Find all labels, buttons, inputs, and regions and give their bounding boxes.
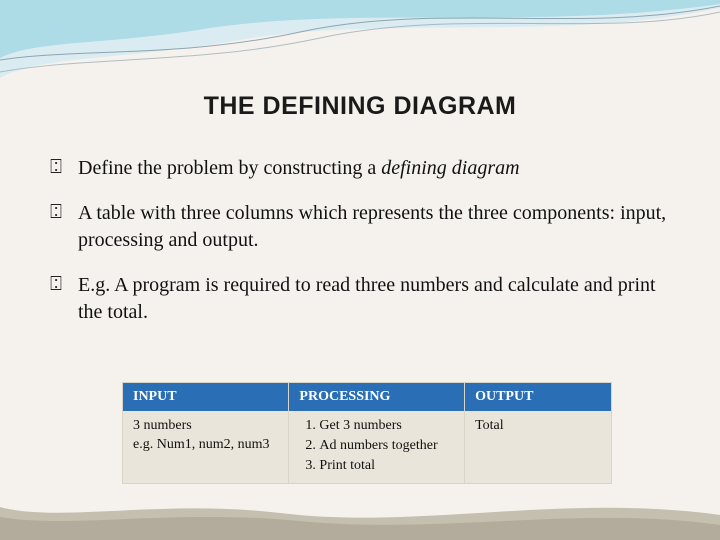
decorative-wave-bottom <box>0 485 720 540</box>
table-header-input: INPUT <box>123 383 289 411</box>
cell-processing: Get 3 numbers Ad numbers together Print … <box>289 411 465 483</box>
cell-input: 3 numbers e.g. Num1, num2, num3 <box>123 411 289 483</box>
decorative-wave-top <box>0 0 720 90</box>
bullet-icon: ⍠ <box>50 200 78 254</box>
body-content: ⍠ Define the problem by constructing a d… <box>50 155 670 344</box>
table: INPUT PROCESSING OUTPUT 3 numbers e.g. N… <box>123 383 611 483</box>
defining-diagram-table: INPUT PROCESSING OUTPUT 3 numbers e.g. N… <box>122 382 612 484</box>
bullet-text: E.g. A program is required to read three… <box>78 272 670 326</box>
table-header-output: OUTPUT <box>465 383 611 411</box>
bullet-item: ⍠ A table with three columns which repre… <box>50 200 670 254</box>
slide: THE DEFINING DIAGRAM ⍠ Define the proble… <box>0 0 720 540</box>
processing-step: Print total <box>319 457 454 476</box>
bullet-text-part: Define the problem by constructing a <box>78 157 381 179</box>
bullet-item: ⍠ Define the problem by constructing a d… <box>50 155 670 182</box>
table-header-row: INPUT PROCESSING OUTPUT <box>123 383 611 411</box>
processing-step: Get 3 numbers <box>319 417 454 436</box>
bullet-item: ⍠ E.g. A program is required to read thr… <box>50 272 670 326</box>
processing-step: Ad numbers together <box>319 437 454 456</box>
bullet-text: Define the problem by constructing a def… <box>78 155 670 182</box>
bullet-icon: ⍠ <box>50 155 78 182</box>
processing-list: Get 3 numbers Ad numbers together Print … <box>299 417 454 476</box>
bullet-text: A table with three columns which represe… <box>78 200 670 254</box>
bullet-text-italic: defining diagram <box>381 157 519 179</box>
bullet-icon: ⍠ <box>50 272 78 326</box>
cell-output: Total <box>465 411 611 483</box>
table-header-processing: PROCESSING <box>289 383 465 411</box>
table-row: 3 numbers e.g. Num1, num2, num3 Get 3 nu… <box>123 411 611 483</box>
slide-title: THE DEFINING DIAGRAM <box>0 92 720 121</box>
